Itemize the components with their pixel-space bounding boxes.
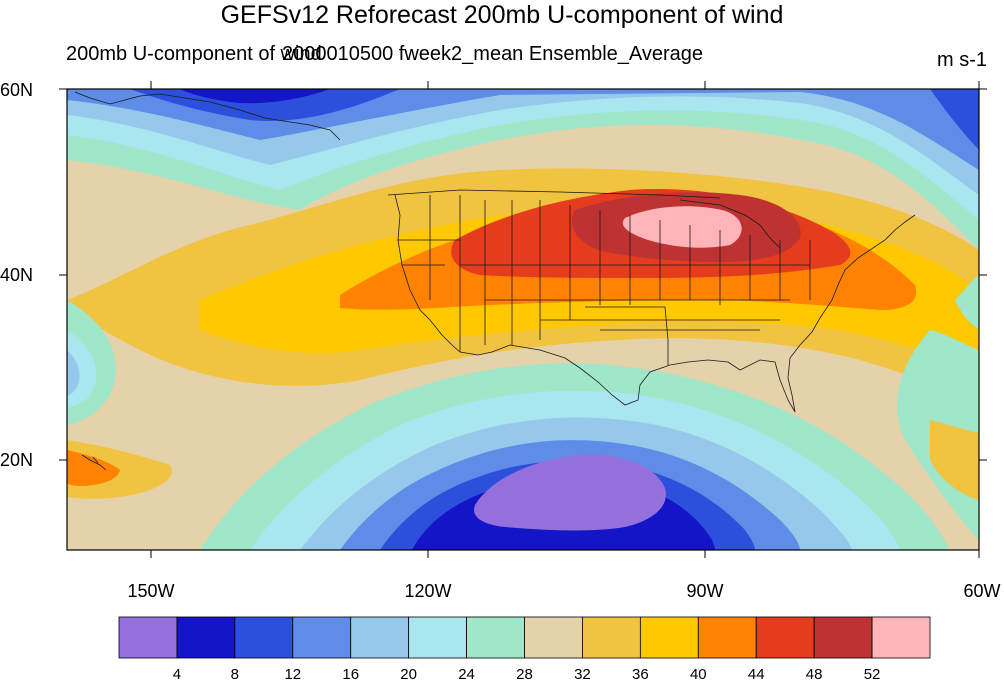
lon-label-150w: 150W: [127, 581, 175, 601]
colorbar-level-8: 8: [230, 666, 240, 683]
wind-field: [67, 89, 979, 550]
lon-label-60w: 60W: [963, 581, 1001, 601]
colorbar-level-16: 16: [342, 666, 360, 683]
units-label: m s-1: [937, 49, 987, 71]
colorbar: [118, 616, 931, 659]
colorbar-swatch-3: [292, 616, 352, 659]
colorbar-swatch-1: [176, 616, 236, 659]
colorbar-swatch-0: [118, 616, 178, 659]
colorbar-swatch-2: [234, 616, 294, 659]
colorbar-level-4: 4: [172, 666, 182, 683]
colorbar-level-12: 12: [284, 666, 302, 683]
lat-label-40n: 40N: [0, 265, 34, 285]
colorbar-level-24: 24: [458, 666, 475, 683]
colorbar-swatch-13: [871, 616, 931, 659]
colorbar-level-28: 28: [516, 666, 533, 683]
colorbar-swatch-4: [350, 616, 410, 659]
colorbar-level-44: 44: [747, 666, 765, 683]
colorbar-level-36: 36: [632, 666, 649, 683]
plot-title: GEFSv12 Reforecast 200mb U-component of …: [220, 1, 784, 29]
lat-label-20n: 20N: [0, 450, 34, 470]
coastlines: [74, 91, 916, 471]
colorbar-swatch-7: [524, 616, 583, 659]
colorbar-level-48: 48: [805, 666, 823, 683]
colorbar-level-32: 32: [574, 666, 591, 683]
map-frame: [66, 88, 980, 551]
variable-subtitle: 200mb U-component of wind: [66, 43, 322, 65]
lon-label-120w: 120W: [404, 581, 452, 601]
run-subtitle: 2000010500 fweek2_mean Ensemble_Average: [282, 43, 704, 65]
colorbar-level-52: 52: [863, 666, 881, 683]
lat-label-60n: 60N: [0, 80, 34, 100]
colorbar-level-40: 40: [689, 666, 707, 683]
colorbar-swatch-9: [639, 616, 699, 659]
colorbar-swatch-11: [755, 616, 815, 659]
colorbar-swatch-6: [466, 616, 525, 659]
lon-label-90w: 90W: [686, 581, 724, 601]
colorbar-swatch-10: [697, 616, 757, 659]
colorbar-swatch-12: [813, 616, 873, 659]
axis-ticks: [59, 81, 987, 558]
colorbar-level-20: 20: [400, 666, 417, 683]
colorbar-swatch-5: [408, 616, 467, 659]
colorbar-swatch-8: [582, 616, 641, 659]
